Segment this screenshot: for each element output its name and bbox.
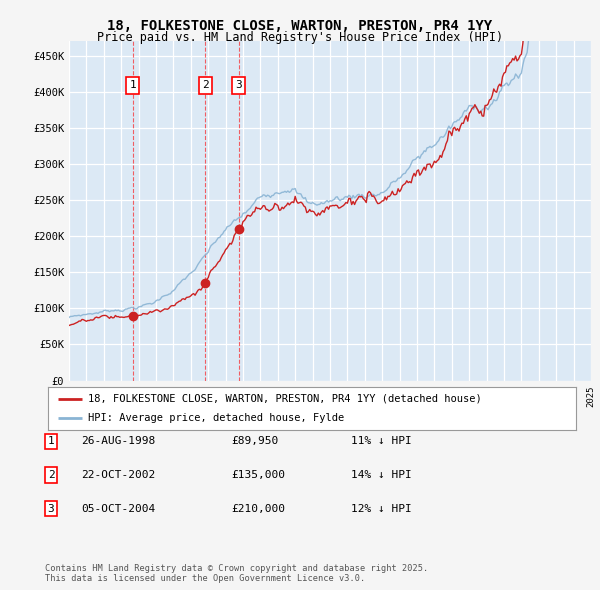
Text: 26-AUG-1998: 26-AUG-1998 (81, 437, 155, 446)
Text: 11% ↓ HPI: 11% ↓ HPI (351, 437, 412, 446)
Text: £135,000: £135,000 (231, 470, 285, 480)
Text: HPI: Average price, detached house, Fylde: HPI: Average price, detached house, Fyld… (88, 413, 344, 423)
Text: 18, FOLKESTONE CLOSE, WARTON, PRESTON, PR4 1YY (detached house): 18, FOLKESTONE CLOSE, WARTON, PRESTON, P… (88, 394, 481, 404)
Text: £89,950: £89,950 (231, 437, 278, 446)
Text: 22-OCT-2002: 22-OCT-2002 (81, 470, 155, 480)
Text: 2: 2 (202, 80, 209, 90)
Text: 3: 3 (47, 504, 55, 513)
Text: 05-OCT-2004: 05-OCT-2004 (81, 504, 155, 513)
Text: 1: 1 (130, 80, 136, 90)
Text: Contains HM Land Registry data © Crown copyright and database right 2025.
This d: Contains HM Land Registry data © Crown c… (45, 563, 428, 583)
Text: Price paid vs. HM Land Registry's House Price Index (HPI): Price paid vs. HM Land Registry's House … (97, 31, 503, 44)
Text: 12% ↓ HPI: 12% ↓ HPI (351, 504, 412, 513)
Text: 1: 1 (47, 437, 55, 446)
Text: 3: 3 (235, 80, 242, 90)
Text: 2: 2 (47, 470, 55, 480)
Text: 14% ↓ HPI: 14% ↓ HPI (351, 470, 412, 480)
Text: 18, FOLKESTONE CLOSE, WARTON, PRESTON, PR4 1YY: 18, FOLKESTONE CLOSE, WARTON, PRESTON, P… (107, 19, 493, 33)
Text: £210,000: £210,000 (231, 504, 285, 513)
